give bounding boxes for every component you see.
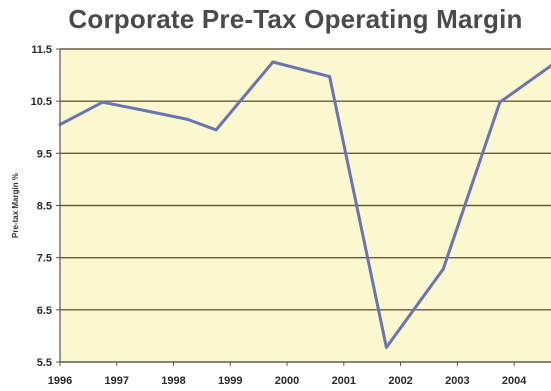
y-tick-label: 5.5 (37, 357, 52, 369)
x-tick-label: 2002 (388, 375, 412, 387)
y-tick-label: 8.5 (37, 201, 52, 213)
y-axis-label: Pre-tax Margin % (11, 173, 20, 238)
series-group (58, 60, 551, 349)
x-tick-label: 1999 (218, 375, 242, 387)
x-tick-label: 2003 (445, 375, 469, 387)
data-point (328, 75, 332, 79)
y-tick-label: 10.5 (31, 96, 52, 108)
data-point (143, 109, 147, 113)
x-axis-ticks: 1996 1997 1998 1999 2000 2001 2002 2003 2004 (48, 362, 527, 387)
data-point (101, 100, 105, 104)
data-point (186, 117, 190, 121)
data-point (498, 100, 502, 104)
x-tick-label: 1998 (161, 375, 185, 387)
x-tick-label: 2001 (332, 375, 356, 387)
x-tick-label: 1997 (105, 375, 129, 387)
y-axis-ticks: 11.5 10.5 9.5 8.5 7.5 6.5 5.5 (31, 44, 60, 369)
data-point (58, 123, 62, 127)
x-tick-label: 2004 (502, 375, 527, 387)
y-tick-label: 9.5 (37, 148, 52, 160)
x-tick-label: 2000 (275, 375, 299, 387)
data-point (384, 345, 388, 349)
y-tick-label: 7.5 (37, 253, 52, 265)
x-tick-label: 1996 (48, 375, 72, 387)
y-tick-label: 6.5 (37, 305, 52, 317)
data-point (214, 128, 218, 132)
data-point (441, 267, 445, 271)
chart-title: Corporate Pre-Tax Operating Margin (68, 4, 523, 34)
y-tick-label: 11.5 (31, 44, 52, 56)
data-point (271, 60, 275, 64)
